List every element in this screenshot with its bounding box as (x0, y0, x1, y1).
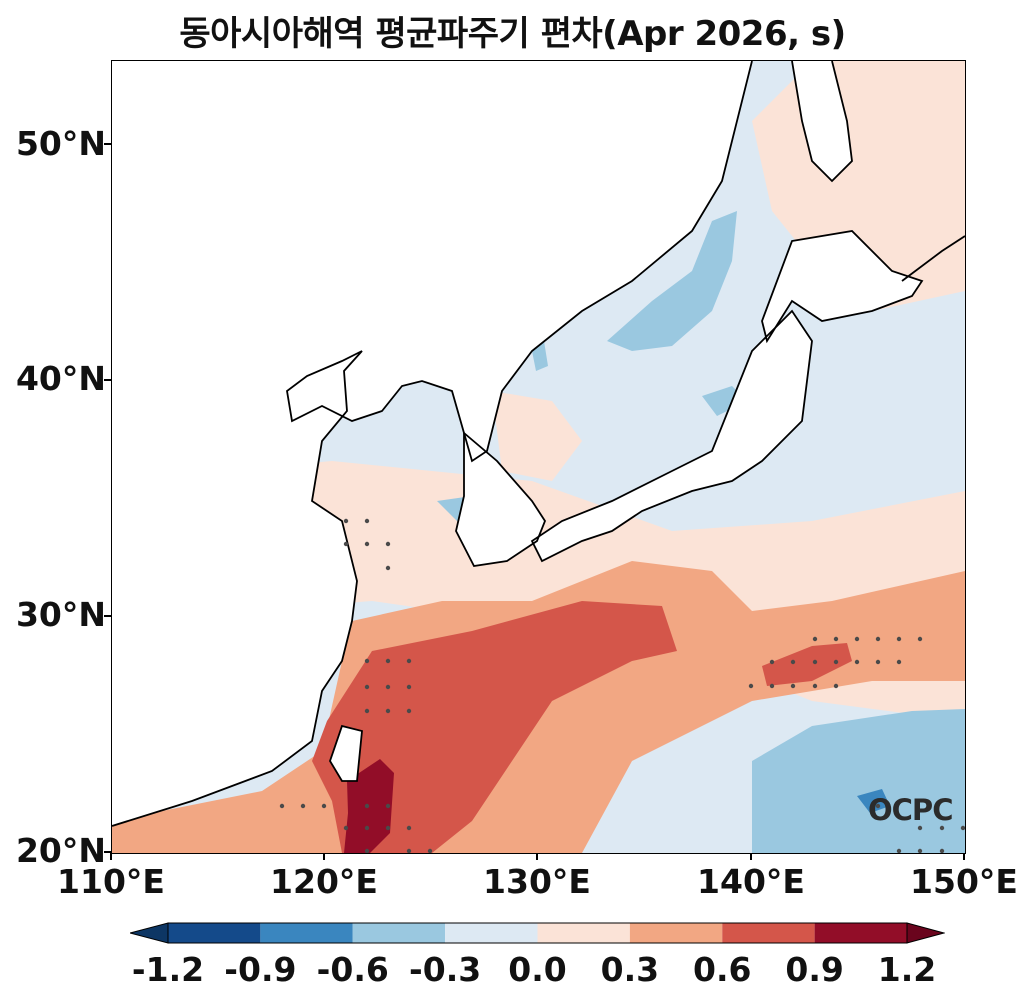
lat-tick (104, 851, 111, 853)
anomaly-zone-red-kuroshio (312, 601, 677, 853)
lon-tick (536, 853, 538, 860)
map-panel (111, 60, 966, 854)
lat-label-30n: 30°N (15, 595, 106, 634)
lat-label-50n: 50°N (15, 124, 106, 163)
colorbar-under-arrow (130, 922, 169, 944)
land-asia-mainland (112, 61, 752, 826)
lat-tick (104, 615, 111, 617)
lon-label-130e: 130°E (483, 862, 591, 901)
lon-tick (110, 853, 112, 860)
anomaly-zone-blue-east-sea (607, 211, 737, 351)
colorbar-segment (722, 923, 815, 943)
land-hokkaido (762, 231, 922, 341)
colorbar-segment (814, 923, 907, 943)
lat-tick (104, 379, 111, 381)
colorbar-segment (352, 923, 446, 943)
colorbar (130, 922, 945, 944)
colorbar-tick-label: 0.0 (508, 950, 567, 989)
anomaly-zone-light-red-east-sea (492, 391, 582, 481)
lon-tick (750, 853, 752, 860)
colorbar-tick-label: 1.2 (877, 950, 937, 989)
land-korea (456, 433, 545, 566)
anomaly-zone-red-pacific (762, 643, 852, 686)
colorbar-tick-label: 0.9 (785, 950, 844, 989)
colorbar-segment (537, 923, 630, 943)
colorbar-tick-label: -0.6 (316, 950, 389, 989)
colorbar-segment (629, 923, 723, 943)
lon-tick (323, 853, 325, 860)
lon-tick (963, 853, 965, 860)
lat-label-40n: 40°N (15, 359, 106, 398)
colorbar-segment (445, 923, 538, 943)
colorbar-tick-label: -0.9 (224, 950, 297, 989)
anomaly-zone-blue-pacific (752, 709, 965, 853)
anomaly-map (112, 61, 965, 853)
anomaly-zone-darkblue-pacific (857, 789, 890, 813)
colorbar-segment (260, 923, 353, 943)
lon-label-110e: 110°E (57, 862, 165, 901)
colorbar-tick-label: 0.6 (693, 950, 752, 989)
colorbar-tick-label: 0.3 (600, 950, 660, 989)
colorbar-frame (167, 922, 908, 944)
land-sakhalin (792, 61, 852, 181)
colorbar-over-arrow (906, 922, 945, 944)
ocpc-logo: OCPC (868, 793, 953, 827)
lon-label-120e: 120°E (270, 862, 378, 901)
colorbar-segment (168, 923, 261, 943)
lon-label-140e: 140°E (697, 862, 805, 901)
land-honshu (532, 311, 812, 561)
map-title: 동아시아해역 평균파주기 편차(Apr 2026, s) (179, 14, 846, 54)
lat-tick (104, 143, 111, 145)
lon-label-150e: 150°E (910, 862, 1018, 901)
colorbar-tick-label: -0.3 (409, 950, 482, 989)
colorbar-tick-label: -1.2 (131, 950, 205, 989)
stipple-dots (279, 518, 965, 853)
coastlines (112, 61, 965, 827)
lat-label-20n: 20°N (15, 831, 106, 870)
